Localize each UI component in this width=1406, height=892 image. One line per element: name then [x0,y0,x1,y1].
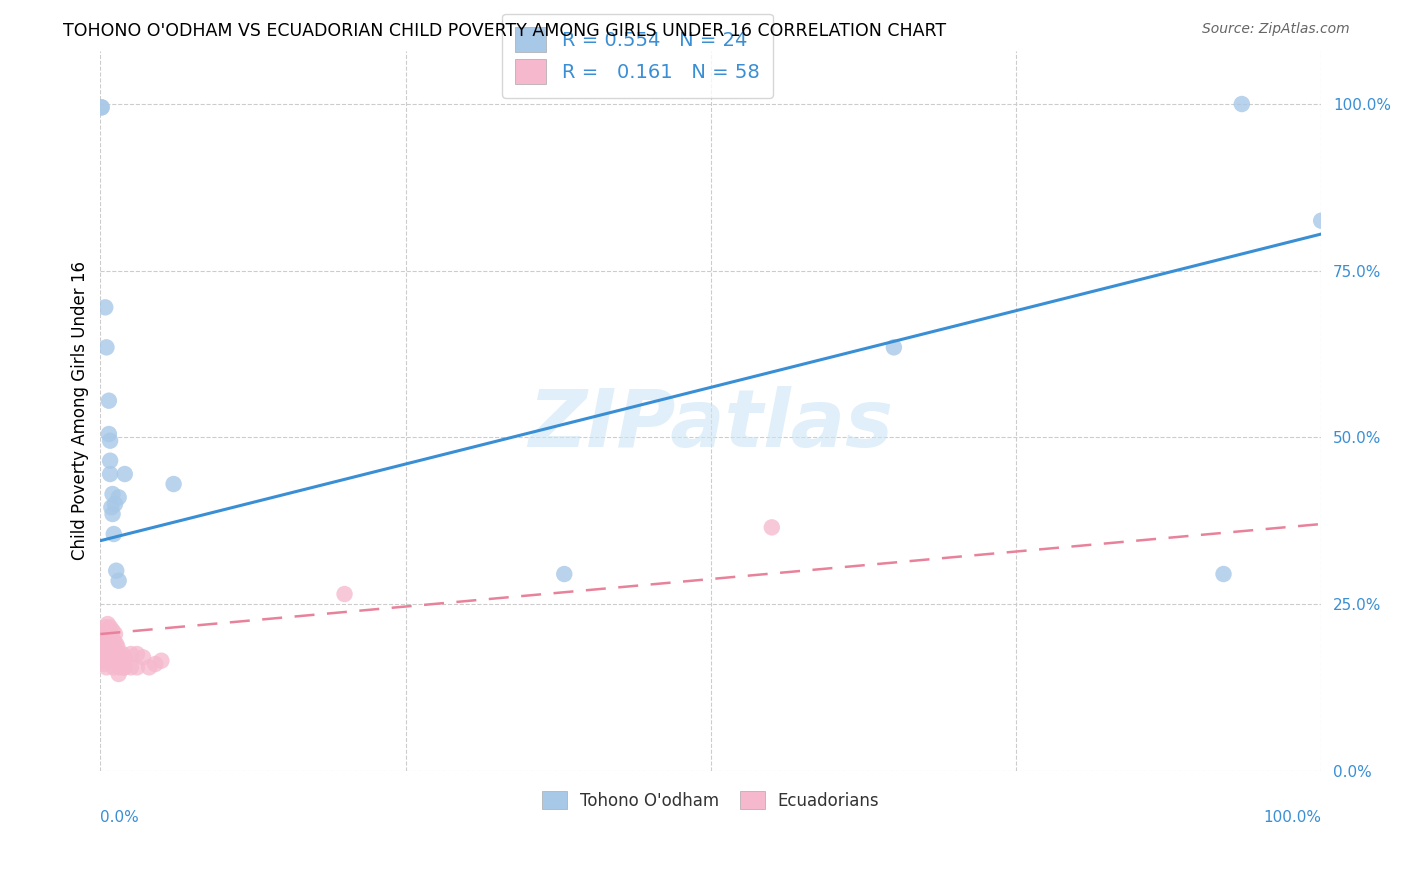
Point [105,564,128,578]
Point [103,527,125,541]
Point [93,657,115,671]
Point [90,100,112,114]
Point [96,660,118,674]
Y-axis label: Child Poverty Among Girls Under 16: Child Poverty Among Girls Under 16 [72,261,89,560]
Point [103,633,125,648]
Point [1310,213,1333,227]
Point [98,453,121,467]
Point [132,650,155,665]
Point [97,633,120,648]
Point [100,631,122,645]
Point [100,654,122,668]
Point [98,434,121,448]
Point [125,647,148,661]
Text: Source: ZipAtlas.com: Source: ZipAtlas.com [1202,22,1350,37]
Point [94,620,117,634]
Point [107,647,129,661]
Point [93,637,115,651]
Point [94,631,117,645]
Point [107,491,129,505]
Point [93,647,115,661]
Point [138,660,160,674]
Point [162,477,184,491]
Point [97,627,120,641]
Legend: Tohono O'odham, Ecuadorians: Tohono O'odham, Ecuadorians [536,784,886,816]
Text: 100.0%: 100.0% [1263,810,1322,825]
Point [90,100,112,114]
Point [101,637,124,651]
Text: TOHONO O'ODHAM VS ECUADORIAN CHILD POVERTY AMONG GIRLS UNDER 16 CORRELATION CHAR: TOHONO O'ODHAM VS ECUADORIAN CHILD POVER… [63,22,946,40]
Point [333,587,356,601]
Point [98,467,121,481]
Point [98,647,121,661]
Point [143,657,166,671]
Point [114,650,136,665]
Point [103,660,125,674]
Point [94,640,117,655]
Point [125,660,148,674]
Point [150,654,173,668]
Point [101,487,124,501]
Point [101,507,124,521]
Point [1230,97,1253,112]
Point [104,643,127,657]
Point [97,393,120,408]
Text: 0.0%: 0.0% [100,810,139,825]
Point [98,620,121,634]
Point [97,650,120,665]
Point [761,520,783,534]
Point [114,467,136,481]
Point [90,647,112,661]
Point [90,640,112,655]
Point [93,631,115,645]
Point [104,497,127,511]
Point [105,654,128,668]
Point [110,654,132,668]
Point [90,627,112,641]
Point [91,654,114,668]
Point [100,500,122,515]
Point [112,660,135,674]
Point [120,660,142,674]
Point [114,660,136,674]
Point [107,667,129,681]
Point [101,624,124,638]
Point [103,650,125,665]
Point [553,567,575,582]
Point [105,637,128,651]
Point [111,647,134,661]
Point [96,654,118,668]
Point [91,640,114,655]
Point [91,633,114,648]
Point [97,637,120,651]
Point [120,647,142,661]
Point [97,427,120,442]
Point [107,574,129,588]
Point [91,647,114,661]
Point [96,637,118,651]
Point [97,617,120,632]
Point [94,301,117,315]
Point [104,627,127,641]
Point [96,624,118,638]
Point [883,340,905,354]
Point [97,654,120,668]
Point [97,631,120,645]
Point [96,340,118,354]
Point [107,640,129,655]
Text: ZIPatlas: ZIPatlas [529,386,893,464]
Point [1212,567,1234,582]
Point [108,660,131,674]
Point [94,654,117,668]
